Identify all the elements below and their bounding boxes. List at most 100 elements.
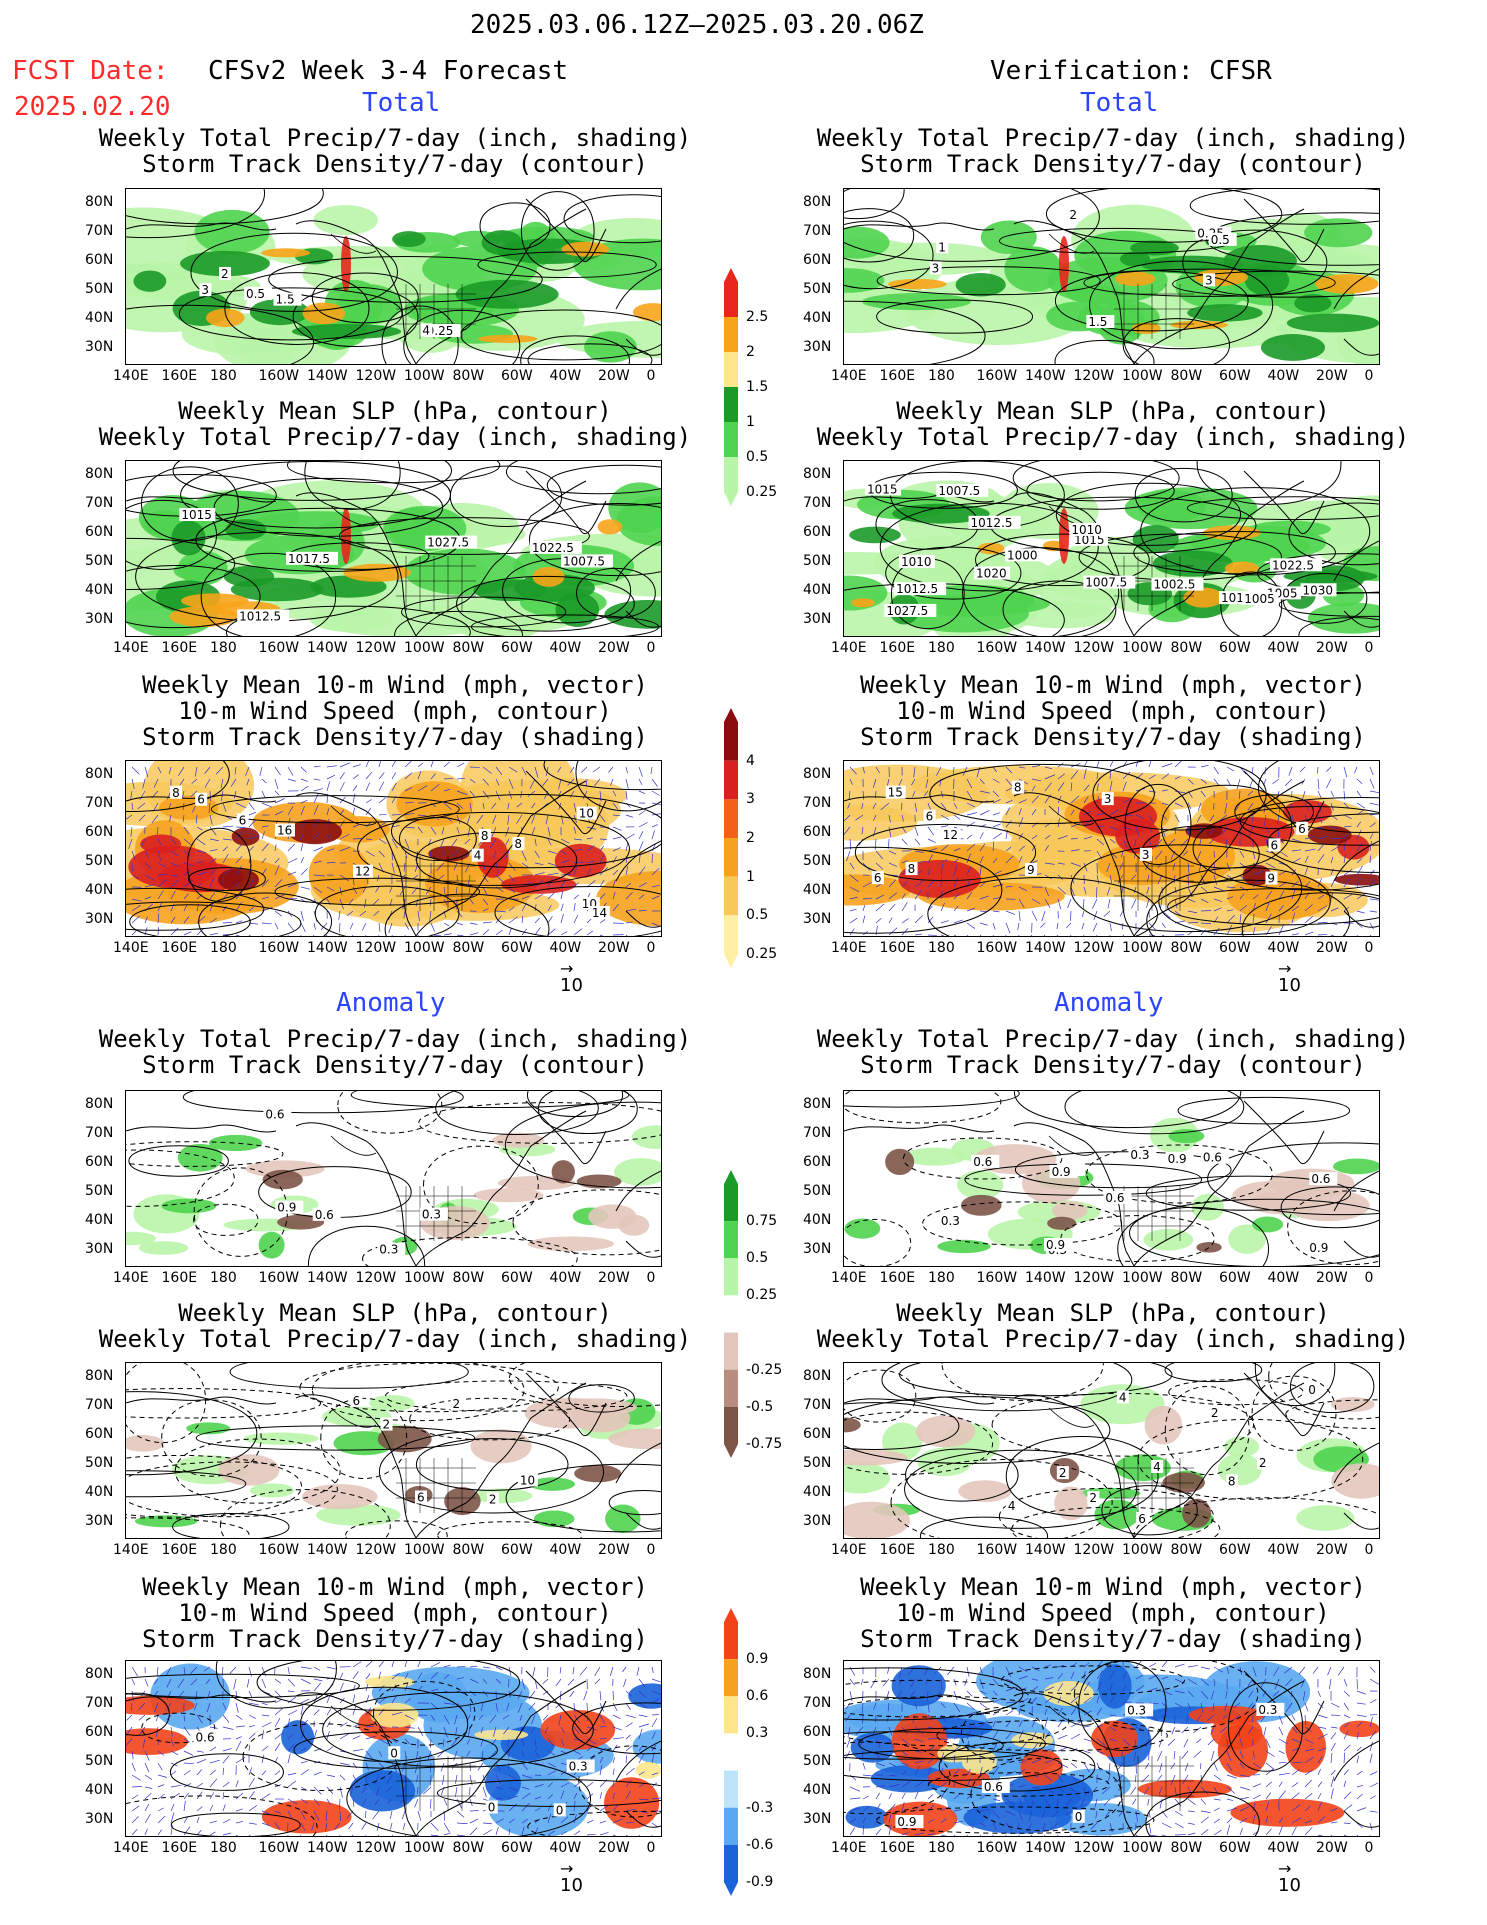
wind-vector xyxy=(992,910,1000,913)
wind-vector xyxy=(940,814,949,820)
wind-vector xyxy=(1095,1810,1098,1819)
contour-line xyxy=(572,1702,661,1755)
wind-vector xyxy=(287,1666,290,1675)
lon-label: 160E xyxy=(161,940,198,956)
wind-vector xyxy=(508,874,515,882)
contour-label: 9 xyxy=(1265,871,1278,886)
wind-vector xyxy=(927,1819,935,1824)
contour-line xyxy=(141,1712,216,1744)
wind-vector xyxy=(229,1666,237,1674)
contour-label: 0.6 xyxy=(312,1207,341,1222)
wind-vector xyxy=(1187,1702,1191,1710)
contour-line xyxy=(299,1686,469,1762)
panel-title-line: Storm Track Density/7-day (shading) xyxy=(860,723,1366,751)
lat-label: 40N xyxy=(85,882,114,898)
wind-vector xyxy=(547,1762,556,1768)
wind-vector xyxy=(505,826,510,837)
contour-line xyxy=(885,546,1022,600)
wind-vector xyxy=(389,1810,393,1819)
contour-line xyxy=(1013,1091,1242,1129)
wind-vector xyxy=(469,1678,479,1684)
colorbar-bottom-arrow xyxy=(724,492,738,506)
contour-label: 0.9 xyxy=(1044,1237,1073,1252)
wind-vector xyxy=(1209,814,1215,822)
lon-label: 80W xyxy=(1170,368,1203,384)
wind-vector xyxy=(157,862,166,868)
panel-title-line: 10-m Wind Speed (mph, contour) xyxy=(896,1599,1330,1627)
wind-vector xyxy=(573,894,579,900)
coastline-alaska xyxy=(330,233,377,254)
wind-vector xyxy=(417,910,420,922)
wind-vector xyxy=(391,1711,403,1716)
svg-text:1007.5: 1007.5 xyxy=(938,484,980,498)
lon-label: 120W xyxy=(1073,1270,1115,1286)
wind-vector xyxy=(1265,1762,1275,1770)
wind-vector xyxy=(599,1792,603,1800)
lat-label: 80N xyxy=(803,1666,832,1682)
contour-line xyxy=(875,1806,1155,1834)
wind-vector xyxy=(966,891,973,900)
wind-vector xyxy=(245,766,250,776)
wind-vector xyxy=(1252,926,1256,936)
wind-vector xyxy=(391,1661,395,1668)
wind-vector xyxy=(491,802,497,810)
wind-vector xyxy=(521,1738,525,1747)
svg-text:10: 10 xyxy=(520,1473,535,1487)
wind-vector xyxy=(1057,862,1065,865)
wind-vector xyxy=(1210,1726,1215,1735)
lon-label: 140W xyxy=(1025,1840,1066,1856)
wind-vector xyxy=(1031,844,1036,852)
wind-vector xyxy=(1066,922,1072,929)
wind-vector xyxy=(508,1795,519,1800)
wind-vector xyxy=(638,778,643,785)
wind-vector xyxy=(469,766,480,768)
wind-vector xyxy=(222,846,228,852)
wind-vector xyxy=(1070,1721,1081,1728)
contour-label: 6 xyxy=(1296,821,1309,836)
wind-vector xyxy=(248,819,257,828)
wind-vector xyxy=(1356,1784,1364,1788)
contour-line xyxy=(286,461,501,484)
wind-vector xyxy=(586,860,595,864)
contour-line xyxy=(129,904,251,936)
wind-vector xyxy=(1161,922,1166,929)
contour-line xyxy=(936,1719,1168,1752)
wind-vector xyxy=(1105,1810,1111,1817)
contour-label: 1 xyxy=(936,240,949,254)
wind-vector xyxy=(953,1834,956,1836)
wind-vector xyxy=(183,1750,194,1756)
wind-vector xyxy=(1252,1666,1257,1677)
lon-label: 20W xyxy=(1316,1270,1348,1286)
wind-vector xyxy=(914,933,923,936)
wind-vector xyxy=(638,1690,646,1698)
wind-vector xyxy=(927,1833,935,1836)
svg-text:0.6: 0.6 xyxy=(1203,1151,1222,1165)
wind-vector xyxy=(365,1661,373,1668)
wind-vector xyxy=(542,1678,549,1685)
wind-vector xyxy=(992,857,998,864)
lon-label: 140W xyxy=(307,368,348,384)
wind-vector xyxy=(625,842,629,852)
wind-vector xyxy=(612,790,617,797)
wind-vector xyxy=(651,1678,661,1683)
lat-label: 80N xyxy=(85,1368,114,1384)
wind-vector xyxy=(1187,898,1196,903)
coastline-greenland xyxy=(525,1100,607,1164)
lat-label: 40N xyxy=(803,1484,832,1500)
wind-vector xyxy=(1148,1702,1159,1705)
wind-vector xyxy=(194,766,198,777)
lat-label: 50N xyxy=(85,1183,114,1199)
wind-vector xyxy=(455,1786,458,1797)
wind-vector xyxy=(979,856,984,864)
wind-vector xyxy=(456,934,464,936)
panel-title-line: Storm Track Density/7-day (shading) xyxy=(142,1625,648,1653)
wind-vector xyxy=(888,1793,892,1800)
wind-vector xyxy=(183,1792,190,1800)
svg-text:2: 2 xyxy=(1069,208,1077,222)
wind-vector xyxy=(417,826,423,834)
wind-vector xyxy=(287,1780,297,1788)
contour-line xyxy=(512,1189,661,1256)
shading-blob xyxy=(126,1695,195,1715)
wind-vector xyxy=(1330,1834,1333,1836)
wind-vector xyxy=(1304,1820,1312,1824)
